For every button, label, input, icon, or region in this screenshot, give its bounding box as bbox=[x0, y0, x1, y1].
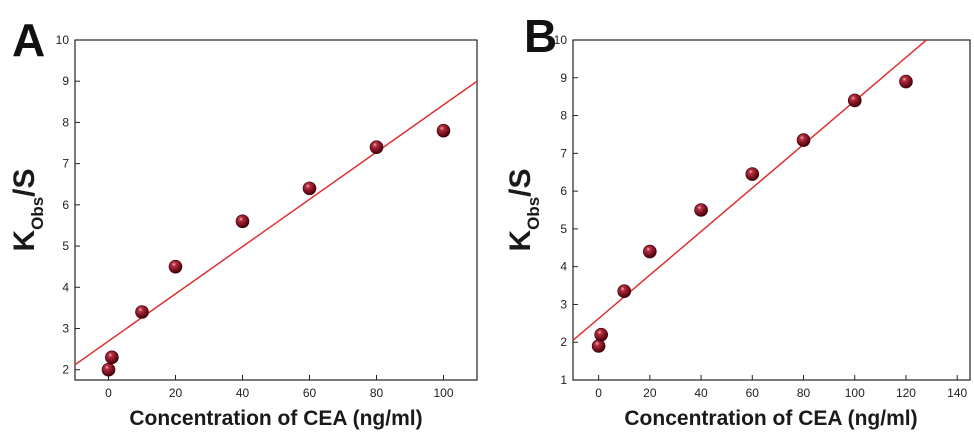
panel-b-x-tick-label-4: 80 bbox=[797, 386, 811, 400]
panel-a-ticks: 0 20 40 60 80 100 2 3 4 5 6 7 8 9 10 bbox=[56, 33, 454, 400]
panel-b-x-tick-label-6: 120 bbox=[896, 386, 916, 400]
panel-a-y-tick-label-0: 2 bbox=[62, 363, 69, 377]
panel-a-data-point-1 bbox=[105, 350, 119, 365]
panel-a-points bbox=[101, 123, 451, 377]
panel-a-y-tick-label-3: 5 bbox=[62, 239, 69, 253]
panel-a-x-tick-label-4: 80 bbox=[370, 386, 384, 400]
panel-a-ylabel-sub: Obs bbox=[28, 197, 47, 230]
panel-a-data-point-2 bbox=[135, 305, 149, 319]
panel-b-y-tick-label-4: 5 bbox=[560, 222, 567, 236]
panel-a-data-point-0 bbox=[101, 362, 116, 377]
panel-b-plot-frame bbox=[572, 39, 971, 381]
panel-b-y-tick-label-1: 2 bbox=[560, 335, 567, 349]
panel-a: A 0 20 40 60 80 100 2 3 4 5 6 7 8 9 10 Concentration o… bbox=[8, 14, 478, 430]
panel-a-data-point-3 bbox=[168, 259, 183, 274]
panel-b-data-point-5 bbox=[745, 167, 760, 181]
panel-b-y-tick-label-9: 10 bbox=[554, 33, 568, 47]
panel-b-fit-line bbox=[572, 39, 927, 341]
panel-a-ylabel-main: K bbox=[8, 230, 41, 252]
panel-b-data-point-7 bbox=[847, 93, 862, 108]
panel-a-data-point-7 bbox=[436, 123, 451, 138]
panel-a-y-tick-label-8: 10 bbox=[56, 33, 70, 47]
panel-a-x-tick-label-0: 0 bbox=[105, 386, 112, 400]
panel-b-ticks: 0 20 40 60 80 100 120 140 1 2 3 4 5 6 7 8 9 10 bbox=[554, 33, 968, 400]
panel-b-x-axis-label: Concentration of CEA (ng/ml) bbox=[624, 407, 917, 430]
panel-a-x-tick-label-3: 60 bbox=[303, 386, 317, 400]
panel-a-x-tick-label-2: 40 bbox=[236, 386, 250, 400]
panel-b-data-point-2 bbox=[617, 284, 632, 299]
panel-b-y-tick-label-2: 3 bbox=[560, 297, 567, 311]
svg-text:KObs/S: KObs/S bbox=[8, 168, 47, 251]
panel-b-data-point-3 bbox=[643, 244, 657, 259]
panel-b-data-point-4 bbox=[694, 203, 708, 217]
panel-b-ylabel-sub: Obs bbox=[524, 197, 543, 230]
panel-a-y-tick-label-4: 6 bbox=[62, 198, 69, 212]
panel-b-points bbox=[591, 74, 913, 353]
panel-b-y-tick-label-0: 1 bbox=[560, 373, 567, 387]
panel-b-ylabel-main: K bbox=[504, 230, 537, 252]
panel-b-y-tick-label-7: 8 bbox=[560, 109, 567, 123]
panel-a-ylabel-suffix: /S bbox=[8, 168, 41, 196]
panel-a-y-tick-label-2: 4 bbox=[62, 280, 69, 294]
panel-b-y-tick-label-5: 6 bbox=[560, 184, 567, 198]
panel-b-y-axis-label: KObs/S bbox=[504, 168, 543, 251]
panel-a-fit-line bbox=[74, 80, 478, 366]
panel-a-data-point-6 bbox=[369, 140, 384, 154]
panel-b-x-tick-label-0: 0 bbox=[595, 386, 602, 400]
panel-a-data-point-5 bbox=[302, 181, 317, 196]
panel-b-data-point-1 bbox=[594, 327, 608, 342]
panel-b: B 0 20 40 60 80 100 120 140 1 2 3 4 5 6 7 8 9 10 Concentr… bbox=[504, 10, 971, 430]
panel-a-data-point-4 bbox=[235, 214, 250, 229]
panel-a-y-tick-label-6: 8 bbox=[62, 115, 69, 129]
panel-a-x-tick-label-5: 100 bbox=[433, 386, 453, 400]
panel-a-letter: A bbox=[12, 14, 45, 66]
panel-b-letter: B bbox=[524, 10, 557, 62]
panel-b-x-tick-label-5: 100 bbox=[845, 386, 865, 400]
panel-b-y-tick-label-8: 9 bbox=[560, 71, 567, 85]
panel-b-data-point-8 bbox=[899, 74, 913, 89]
panel-b-y-tick-label-6: 7 bbox=[560, 146, 567, 160]
panel-b-y-tick-label-3: 4 bbox=[560, 260, 567, 274]
svg-text:KObs/S: KObs/S bbox=[504, 168, 543, 251]
panel-b-data-point-0 bbox=[591, 339, 606, 353]
panel-b-x-tick-label-3: 60 bbox=[746, 386, 760, 400]
panel-b-x-tick-label-1: 20 bbox=[643, 386, 657, 400]
panel-a-plot-frame bbox=[74, 39, 478, 381]
panel-a-x-tick-label-1: 20 bbox=[169, 386, 183, 400]
panel-b-x-tick-label-7: 140 bbox=[947, 386, 967, 400]
panel-b-x-tick-label-2: 40 bbox=[694, 386, 708, 400]
panel-a-y-tick-label-1: 3 bbox=[62, 321, 69, 335]
panel-b-ylabel-suffix: /S bbox=[504, 168, 537, 196]
panel-a-y-tick-label-7: 9 bbox=[62, 74, 69, 88]
panel-a-y-axis-label: KObs/S bbox=[8, 168, 47, 251]
panel-b-data-point-6 bbox=[796, 133, 811, 147]
panel-a-y-tick-label-5: 7 bbox=[62, 157, 69, 171]
panel-a-x-axis-label: Concentration of CEA (ng/ml) bbox=[129, 407, 422, 430]
